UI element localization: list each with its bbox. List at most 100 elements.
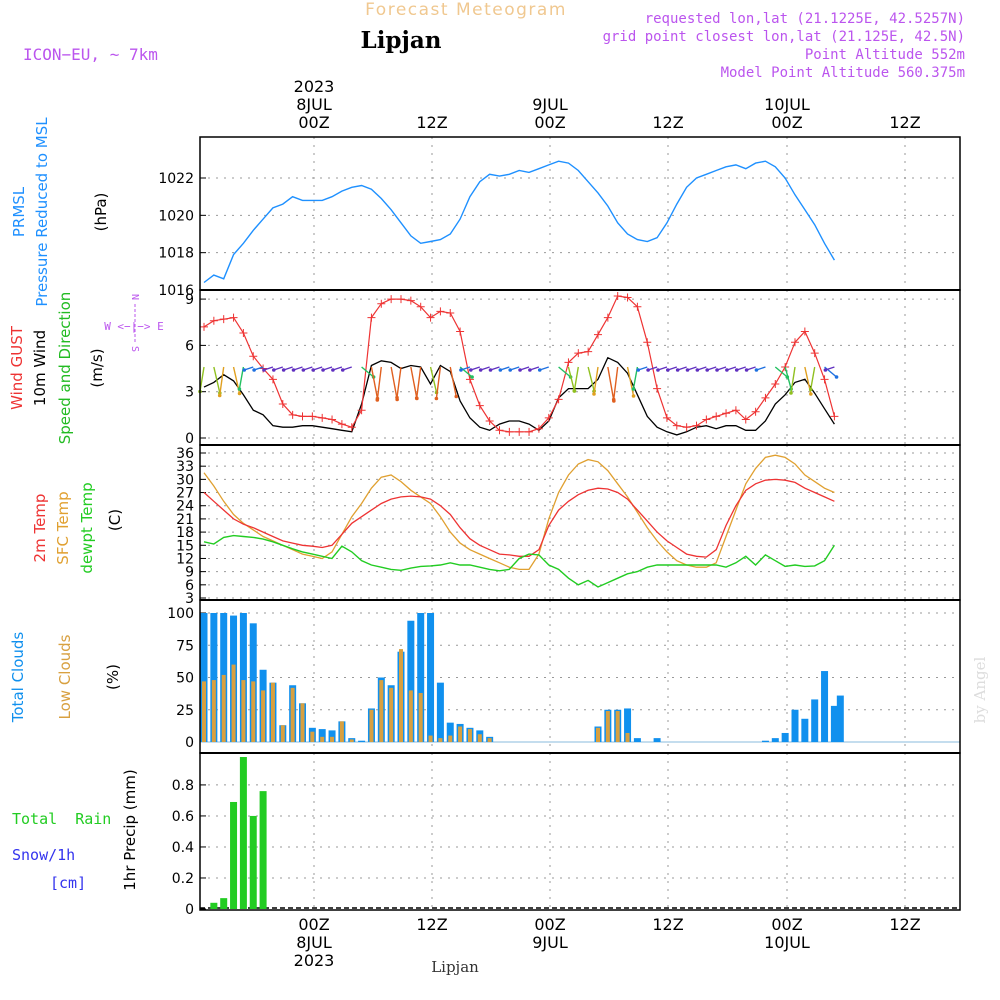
wind-arrow-head — [311, 368, 316, 372]
y-tick-label: 9 — [185, 565, 194, 581]
wind-direction-arrow — [396, 366, 402, 398]
y-tick-label: 6 — [185, 338, 194, 354]
gust-marker — [534, 424, 543, 433]
top-axis-date: 9JUL — [532, 95, 568, 114]
wind-speed-line — [203, 356, 835, 436]
wind-arrow-head — [498, 368, 503, 372]
wind-arrow-head — [734, 368, 739, 372]
gust-marker — [712, 412, 721, 421]
gust-marker — [613, 292, 622, 300]
low-cloud-bar — [418, 692, 423, 742]
gust-marker — [574, 349, 583, 358]
gust-marker — [830, 412, 839, 421]
wind-arrow-head — [217, 393, 222, 398]
temp-unit: (C) — [106, 509, 124, 531]
gust-marker — [397, 295, 405, 304]
wind-arrow-head — [488, 368, 493, 372]
wind-direction-arrow — [213, 366, 221, 394]
low-cloud-bar — [428, 735, 433, 742]
low-cloud-bar — [320, 736, 325, 742]
y-tick-label: 0.6 — [172, 809, 194, 825]
low-cloud-bar — [241, 680, 246, 742]
wind-arrow-head — [666, 368, 670, 372]
gust-marker — [820, 375, 829, 384]
gust-marker — [594, 330, 602, 339]
total-cloud-bar — [830, 705, 838, 742]
y-tick-label: 75 — [176, 638, 194, 654]
panel-grid: 0 3 6 9 — [185, 290, 960, 447]
wind-direction-arrow — [429, 366, 438, 393]
cloud-labels: Total Clouds Low Clouds (%) — [9, 632, 122, 724]
chart-title: Forecast Meteogram — [365, 0, 567, 20]
compass-north: N — [129, 294, 140, 300]
wind-arrow-head — [237, 387, 242, 391]
bottom-axis-time: 00Z — [771, 915, 802, 934]
wind-arrow-head — [537, 368, 542, 372]
y-tick-label: 21 — [176, 512, 194, 528]
wind-arrow-head — [809, 392, 813, 396]
gust-marker — [200, 322, 208, 331]
wind-arrow-head — [262, 368, 266, 372]
wind-arrow-head — [695, 368, 700, 372]
wind-direction-arrow — [376, 366, 382, 401]
gust-marker — [268, 375, 277, 384]
gust-marker — [682, 423, 691, 432]
wind-gust-label: Wind GUST — [8, 325, 26, 410]
y-tick-label: 0.8 — [172, 778, 194, 794]
wind-arrow-head — [281, 368, 286, 372]
low-cloud-bar — [379, 680, 384, 742]
y-tick-label: 25 — [176, 703, 194, 719]
top-axis-time: 00Z — [298, 113, 329, 132]
wind-direction-arrow — [219, 366, 225, 396]
compass-south: S — [129, 346, 140, 352]
top-time-axis: 2023 8JUL 00Z 12Z 9JUL 00Z 12Z 10JUL 00Z… — [294, 77, 921, 132]
low-cloud-bar — [487, 738, 492, 742]
gust-marker — [406, 296, 415, 305]
total-cloud-bar — [633, 738, 641, 742]
gust-marker — [387, 295, 396, 304]
wind-direction-arrow — [774, 366, 788, 378]
y-tick-label: 0 — [185, 431, 194, 447]
gust-marker — [692, 421, 701, 430]
low-cloud-bar — [290, 687, 295, 742]
wind-arrow-head — [592, 392, 596, 396]
snow-label: Snow/1h — [12, 846, 75, 864]
low-cloud-bar — [221, 674, 226, 742]
wind-arrow-head — [528, 368, 532, 372]
cloud-unit: (%) — [104, 664, 122, 690]
wind-arrow-head — [715, 368, 719, 372]
wind-arrow-head — [291, 368, 296, 372]
watermark: by Angel — [971, 656, 989, 723]
gust-marker — [731, 406, 740, 415]
gust-marker — [761, 393, 770, 402]
wind-arrow-head — [705, 368, 709, 372]
wind-gust-line — [203, 295, 835, 433]
bottom-time-axis: 00Z 8JUL 2023 12Z 00Z 9JUL 12Z 00Z 10JUL… — [294, 915, 921, 976]
sfc-temp-line — [203, 454, 835, 571]
y-tick-label: 33 — [176, 459, 194, 475]
wind-direction-arrow — [567, 366, 576, 392]
low-clouds-label: Low Clouds — [56, 634, 74, 719]
pressure-line — [203, 160, 836, 284]
low-cloud-bar — [231, 664, 236, 742]
wind-arrow-head — [470, 375, 474, 379]
wind-direction-arrow — [435, 366, 442, 399]
total-cloud-bar — [801, 718, 809, 742]
bottom-axis-date: 8JUL — [296, 933, 332, 952]
low-cloud-bar — [448, 735, 453, 742]
wind-direction-arrow — [390, 366, 398, 400]
wind-arrow-head — [478, 368, 483, 372]
gust-marker — [800, 327, 809, 336]
dewpt-line — [203, 534, 835, 588]
total-cloud-bar — [811, 699, 819, 742]
wind-arrow-head — [685, 368, 690, 372]
requested-coords: requested lon,lat (21.1225E, 42.5257N) — [645, 11, 965, 27]
wind-arrow-head — [834, 375, 839, 379]
gust-marker — [525, 427, 534, 436]
total-cloud-bar — [436, 682, 444, 742]
temp-dew-label: dewpt Temp — [78, 482, 96, 573]
wind-arrow-head — [434, 396, 439, 401]
wind-arrow-head — [572, 389, 577, 393]
gust-marker — [377, 299, 386, 308]
gust-marker — [653, 384, 662, 393]
